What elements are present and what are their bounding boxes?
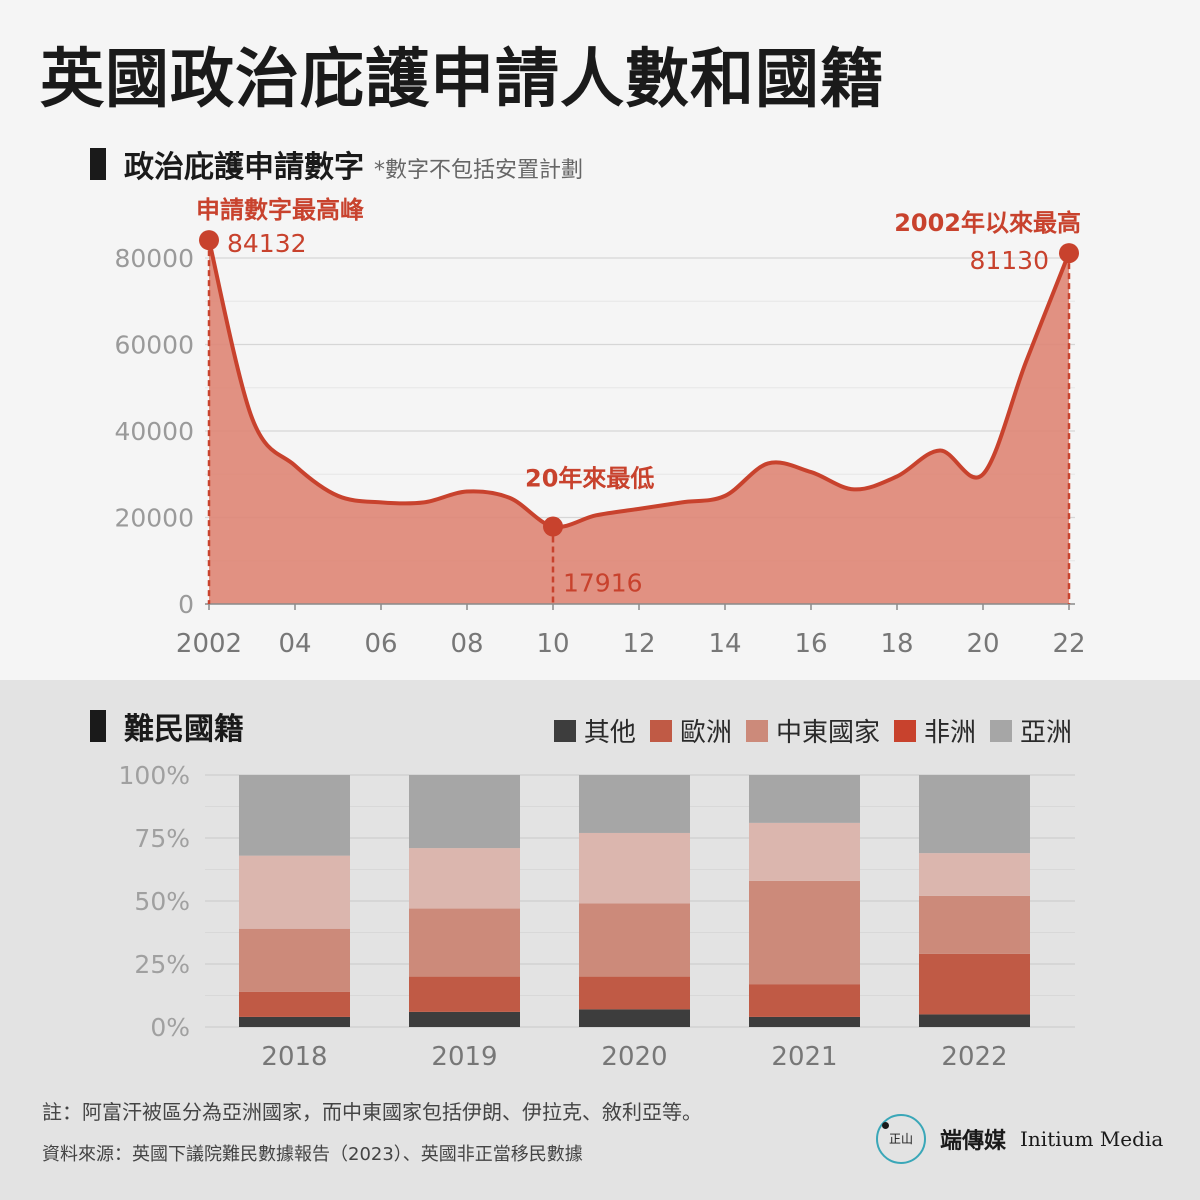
brand-logo-mark: 正山 bbox=[888, 1132, 913, 1146]
series-line bbox=[207, 239, 1071, 529]
footer-source: 資料來源：英國下議院難民數據報告（2023）、英國非正當移民數據 bbox=[42, 1144, 583, 1165]
bar-chart-title: 難民國籍 bbox=[124, 712, 244, 747]
bar-segment bbox=[749, 880, 860, 985]
x-tick-label: 04 bbox=[278, 629, 311, 659]
section-marker bbox=[90, 148, 106, 180]
data-point-marker bbox=[1059, 243, 1079, 264]
y-tick-label: 60000 bbox=[114, 331, 194, 360]
brand: 正山 端傳媒 Initium Media bbox=[876, 1114, 1163, 1164]
line-chart-note: *數字不包括安置計劃 bbox=[374, 158, 584, 183]
bar-segment bbox=[239, 775, 350, 856]
annotation-recent-value: 81130 bbox=[969, 246, 1049, 275]
area-fill bbox=[209, 240, 1069, 605]
line-chart-header: 政治庇護申請數字 *數字不包括安置計劃 bbox=[90, 142, 583, 186]
brand-logo: 正山 bbox=[876, 1114, 926, 1164]
legend-swatch bbox=[989, 719, 1012, 742]
y-tick-label: 40000 bbox=[114, 417, 194, 446]
x-tick-label: 2019 bbox=[431, 1042, 497, 1072]
bar-segment bbox=[239, 1016, 350, 1027]
bar-segment bbox=[919, 853, 1030, 896]
legend-swatch bbox=[649, 719, 672, 742]
bar-segment bbox=[239, 855, 350, 929]
annotation-recent-label: 2002年以來最高 bbox=[894, 209, 1081, 237]
bar-segment bbox=[579, 832, 690, 904]
bar-segment bbox=[749, 822, 860, 881]
annotation-peak-value: 84132 bbox=[227, 229, 307, 258]
y-tick-label: 75% bbox=[134, 824, 190, 853]
brand-logo-dot bbox=[882, 1122, 889, 1129]
x-tick-label: 2002 bbox=[176, 629, 242, 659]
annotation-low-label: 20年來最低 bbox=[525, 465, 654, 493]
bar-chart-header: 難民國籍 bbox=[90, 704, 244, 748]
x-tick-label: 12 bbox=[622, 629, 655, 659]
footer-note: 註：阿富汗被區分為亞洲國家，而中東國家包括伊朗、伊拉克、敘利亞等。 bbox=[42, 1100, 702, 1124]
x-tick-label: 2018 bbox=[261, 1042, 327, 1072]
bar-segment bbox=[919, 775, 1030, 854]
legend-item-middle-east: 中東國家 bbox=[745, 712, 880, 749]
legend-label: 非洲 bbox=[923, 718, 976, 748]
legend-label: 其他 bbox=[583, 718, 636, 748]
legend-swatch bbox=[745, 719, 768, 742]
bar-segment bbox=[749, 984, 860, 1017]
x-tick-label: 18 bbox=[880, 629, 913, 659]
page-title: 英國政治庇護申請人數和國籍 bbox=[40, 43, 885, 117]
bar-segment bbox=[749, 1016, 860, 1027]
data-point-marker bbox=[199, 230, 219, 251]
bar-segment bbox=[579, 1009, 690, 1027]
legend-swatch bbox=[553, 719, 576, 742]
bar-legend: 其他 歐洲 中東國家 非洲 亞洲 bbox=[553, 712, 1072, 749]
y-tick-label: 50% bbox=[134, 887, 190, 916]
bar-segment bbox=[239, 991, 350, 1017]
y-tick-label: 80000 bbox=[114, 244, 194, 273]
x-tick-label: 10 bbox=[536, 629, 569, 659]
annotation-peak-label: 申請數字最高峰 bbox=[196, 196, 364, 224]
y-tick-label: 25% bbox=[134, 950, 190, 979]
bar-segment bbox=[239, 928, 350, 992]
brand-name-cn: 端傳媒 bbox=[940, 1128, 1007, 1154]
bar-segment bbox=[919, 895, 1030, 954]
y-tick-label: 20000 bbox=[114, 504, 194, 533]
bar-segment bbox=[409, 1011, 520, 1027]
x-tick-label: 14 bbox=[708, 629, 741, 659]
section-marker bbox=[90, 710, 106, 742]
x-tick-label: 2020 bbox=[601, 1042, 667, 1072]
legend-label: 亞洲 bbox=[1019, 718, 1072, 748]
y-tick-label: 0% bbox=[150, 1013, 190, 1042]
bar-segment bbox=[409, 976, 520, 1012]
brand-name-en: Initium Media bbox=[1020, 1127, 1164, 1151]
legend-label: 中東國家 bbox=[775, 718, 880, 748]
x-tick-label: 08 bbox=[450, 629, 483, 659]
annotation-low-value: 17916 bbox=[563, 569, 643, 598]
legend-swatch bbox=[893, 719, 916, 742]
x-tick-label: 22 bbox=[1052, 629, 1085, 659]
line-chart-title: 政治庇護申請數字 bbox=[124, 150, 364, 185]
legend-item-africa: 非洲 bbox=[893, 712, 976, 749]
bar-segment bbox=[919, 953, 1030, 1015]
bar-segment bbox=[409, 848, 520, 909]
legend-item-europe: 歐洲 bbox=[649, 712, 732, 749]
line-chart: 0 20000 40000 60000 80000 2002 04 06 08 10 12 14 16 1… bbox=[114, 196, 1085, 659]
y-tick-label: 0 bbox=[178, 590, 194, 619]
bar-segment bbox=[919, 1014, 1030, 1027]
x-tick-label: 2021 bbox=[771, 1042, 837, 1072]
x-tick-label: 2022 bbox=[941, 1042, 1007, 1072]
bar-segment bbox=[409, 908, 520, 977]
data-point-marker bbox=[543, 516, 563, 537]
x-tick-label: 06 bbox=[364, 629, 397, 659]
y-tick-label: 100% bbox=[119, 761, 190, 790]
legend-label: 歐洲 bbox=[679, 718, 732, 748]
bar-segment bbox=[579, 775, 690, 833]
legend-item-other: 其他 bbox=[553, 712, 636, 749]
bar-segment bbox=[579, 976, 690, 1010]
bar-chart: 0% 25% 50% 75% 100% 2018 2019 2020 2021 2022 bbox=[119, 761, 1075, 1072]
bar-segment bbox=[409, 775, 520, 849]
x-tick-label: 20 bbox=[966, 629, 999, 659]
legend-item-asia: 亞洲 bbox=[989, 712, 1072, 749]
bar-segment bbox=[749, 775, 860, 823]
bar-segment bbox=[579, 903, 690, 977]
x-tick-label: 16 bbox=[794, 629, 827, 659]
